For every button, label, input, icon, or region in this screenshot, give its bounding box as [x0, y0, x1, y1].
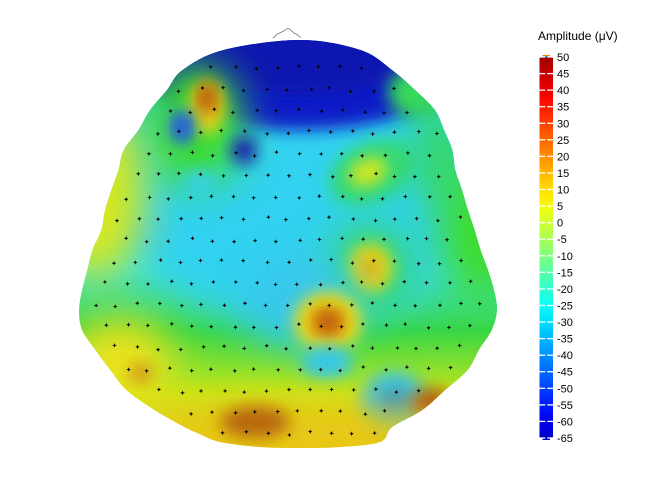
svg-text:-25: -25: [557, 301, 573, 313]
svg-text:-60: -60: [557, 416, 573, 428]
svg-text:15: 15: [557, 168, 569, 180]
svg-text:50: 50: [557, 52, 569, 64]
svg-text:-45: -45: [557, 367, 573, 379]
svg-text:-35: -35: [557, 334, 573, 346]
svg-text:-65: -65: [557, 433, 573, 445]
svg-text:-40: -40: [557, 350, 573, 362]
svg-text:30: 30: [557, 118, 569, 130]
svg-text:25: 25: [557, 135, 569, 147]
svg-text:5: 5: [557, 201, 563, 213]
svg-text:35: 35: [557, 102, 569, 114]
svg-text:-5: -5: [557, 234, 567, 246]
svg-text:45: 45: [557, 69, 569, 81]
svg-text:-20: -20: [557, 284, 573, 296]
svg-text:40: 40: [557, 85, 569, 97]
svg-text:-55: -55: [557, 400, 573, 412]
svg-text:Amplitude (μV): Amplitude (μV): [538, 29, 618, 43]
svg-text:0: 0: [557, 218, 563, 230]
svg-text:-50: -50: [557, 383, 573, 395]
svg-text:20: 20: [557, 151, 569, 163]
svg-text:-15: -15: [557, 267, 573, 279]
svg-text:-30: -30: [557, 317, 573, 329]
svg-text:10: 10: [557, 185, 569, 197]
svg-text:-10: -10: [557, 251, 573, 263]
